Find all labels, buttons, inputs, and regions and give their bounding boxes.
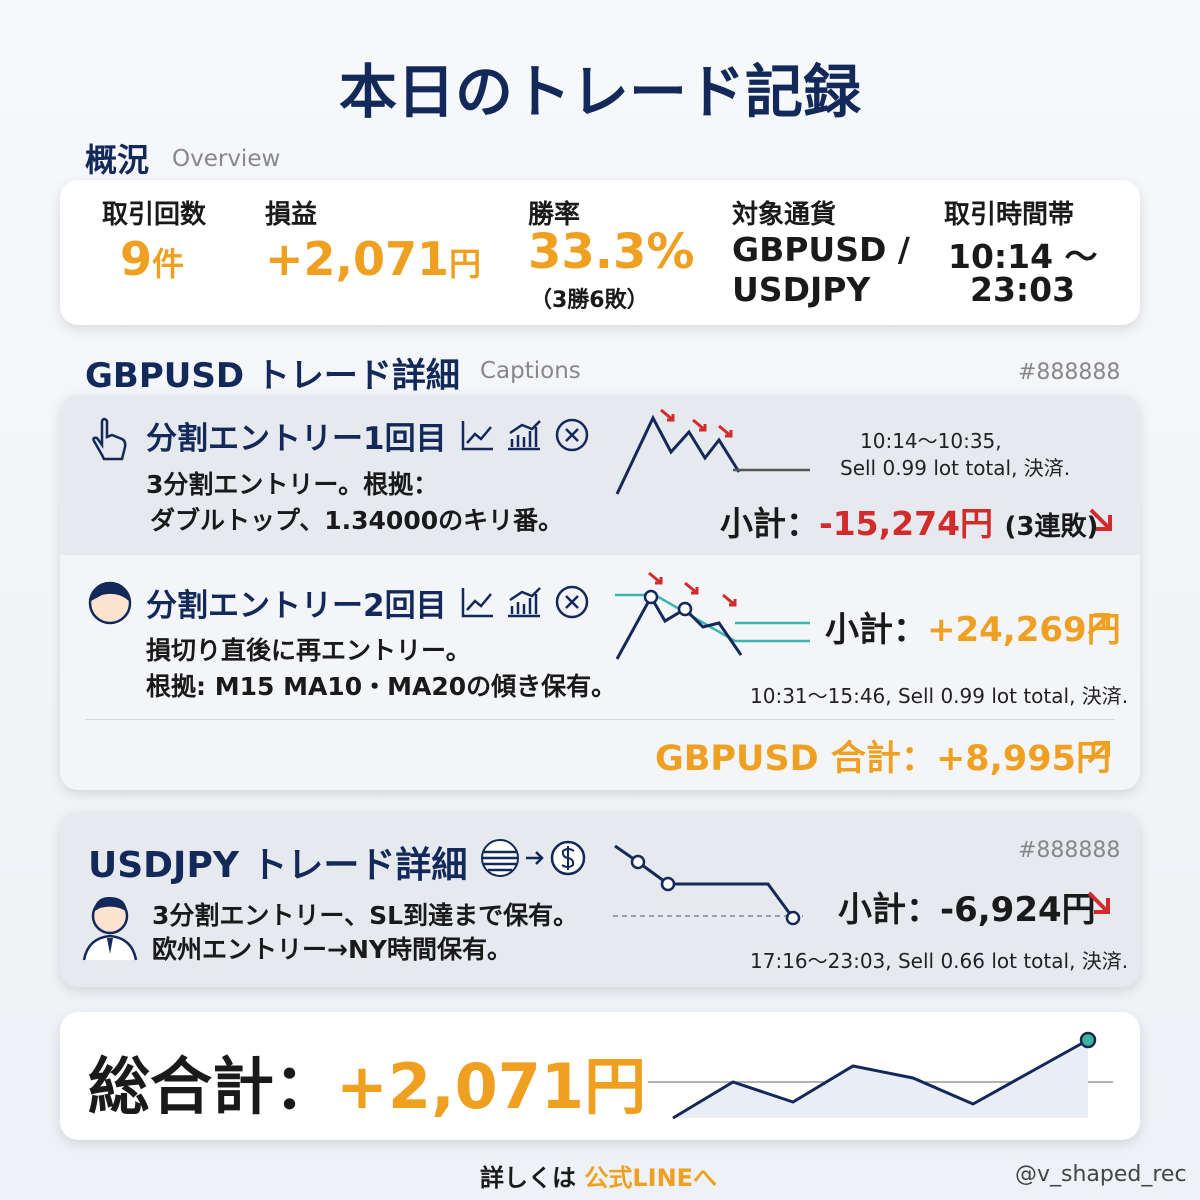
grand-value: +2,071円 — [336, 1050, 647, 1123]
subtotal-value: +24,269円 — [927, 610, 1121, 650]
overview-card: 取引回数 9件 損益 +2,071円 勝率 33.3% （3勝6敗） 対象通貨 … — [60, 180, 1140, 325]
entry-title: 分割エントリー1回目 — [146, 421, 447, 457]
subtotal-label: 小計： — [838, 890, 940, 930]
entry-desc: 根拠: M15 MA10・MA20の傾き保有。 — [146, 672, 617, 701]
value: 9 — [120, 232, 153, 286]
pair-total: GBPUSD 合計：+8,995円 — [655, 730, 1111, 781]
entry-icons — [461, 585, 589, 619]
entry-time: 10:14〜10:35, — [860, 429, 1002, 453]
tag: #888888 — [1018, 360, 1121, 385]
mini-chart — [615, 408, 810, 495]
tag: #888888 — [1018, 838, 1121, 863]
section-heading: GBPUSD トレード詳細 — [85, 356, 460, 396]
grand-label: 総合計： — [88, 1050, 337, 1123]
subtotal-value: -15,274円 — [819, 504, 994, 543]
section-heading: USDJPY トレード詳細 — [88, 845, 468, 886]
stat-value: 33.3% — [528, 224, 695, 280]
subtotal: 小計：-6,924円 — [838, 882, 1096, 931]
grand-total: 総合計：+2,071円 — [88, 1036, 646, 1126]
stat-label: 対象通貨 — [732, 200, 837, 230]
avatar-icon — [82, 896, 138, 961]
down-arrow — [1087, 891, 1110, 914]
unit: 円 — [449, 245, 482, 283]
entry-detail: Sell 0.99 lot total, 決済. — [840, 456, 1071, 480]
subtotal: 小計：-15,274円 (3連敗) — [720, 497, 1098, 545]
subtotal: 小計：+24,269円 — [825, 602, 1121, 651]
mini-chart — [615, 571, 810, 660]
section-subheading: Captions — [480, 358, 581, 384]
mini-chart — [648, 1031, 1113, 1120]
footer-handle: @v_shaped_rec — [1015, 1162, 1187, 1187]
grand-total-card: 総合計：+2,071円 — [60, 1012, 1140, 1140]
subtotal-note: (3連敗) — [1004, 512, 1099, 542]
entry-desc: 3分割エントリー、SL到達まで保有。 — [152, 901, 579, 930]
down-arrow — [1089, 508, 1112, 531]
title: 本日のトレード記録 — [338, 58, 861, 126]
entry-desc: 欧州エントリー→NY時間保有。 — [152, 935, 512, 964]
mini-chart — [613, 844, 803, 926]
stat-line: 10:14 ～ — [948, 237, 1098, 276]
section-heading: 概況 — [85, 141, 150, 179]
stat-line: 23:03 — [970, 270, 1076, 309]
stat-label: 取引時間帯 — [944, 200, 1075, 230]
entry-title: 分割エントリー2回目 — [146, 588, 447, 624]
entry-icons — [461, 418, 589, 452]
subtotal-label: 小計： — [825, 610, 927, 650]
avatar-icon — [88, 581, 132, 625]
usdjpy-card: USDJPY トレード詳細 #888888 3分割エントリー、SL到達まで保有。… — [60, 812, 1140, 987]
section-subheading: Overview — [172, 146, 281, 172]
subtotal-label: 小計： — [720, 504, 819, 543]
footer-cta: 詳しくは 公式LINEへ — [480, 1158, 717, 1193]
stat-label: 勝率 — [528, 200, 581, 230]
gbpusd-card: 分割エントリー1回目 3分割エントリー。根拠： ダブルトップ、1.34000のキ… — [60, 395, 1140, 790]
unit: 件 — [152, 245, 185, 283]
entry-desc: ダブルトップ、1.34000のキリ番。 — [150, 506, 564, 535]
stat-label: 取引回数 — [102, 200, 207, 230]
up-arrow — [1087, 741, 1110, 764]
total-value: +8,995円 — [935, 739, 1111, 779]
entry1-bg — [60, 395, 1140, 555]
total-label: GBPUSD 合計： — [655, 739, 936, 779]
entry-detail: 17:16〜23:03, Sell 0.66 lot total, 決済. — [750, 949, 1129, 973]
stat-line: USDJPY — [732, 270, 871, 309]
divider — [85, 719, 1115, 720]
stat-value: +2,071円 — [265, 232, 481, 286]
footer-link[interactable]: 公式LINEへ — [584, 1164, 718, 1192]
entry-desc: 損切り直後に再エントリー。 — [146, 636, 471, 665]
currency-icon — [481, 839, 586, 877]
entry-detail: 10:31〜15:46, Sell 0.99 lot total, 決済. — [750, 684, 1129, 708]
value: +2,071 — [265, 232, 450, 286]
stat-note: （3勝6敗） — [530, 288, 649, 313]
stat-line: GBPUSD / — [732, 230, 910, 269]
entry-desc: 3分割エントリー。根拠： — [146, 470, 439, 499]
stat-label: 損益 — [265, 200, 318, 230]
hand-icon — [92, 417, 127, 461]
subtotal-value: -6,924円 — [940, 890, 1096, 930]
footer-prefix: 詳しくは — [480, 1164, 576, 1192]
up-arrow — [1087, 613, 1110, 636]
stat-value: 9件 — [120, 232, 184, 286]
